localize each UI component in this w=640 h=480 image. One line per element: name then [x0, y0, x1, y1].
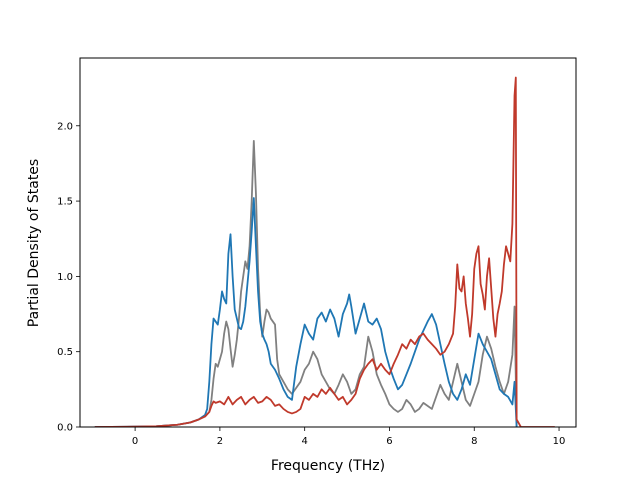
y-tick-label: 0.5	[57, 347, 73, 358]
y-tick-label: 1.5	[57, 197, 73, 208]
y-tick-label: 2.0	[57, 121, 73, 132]
x-axis-ticks: 0 2 4 6 8 10	[132, 427, 565, 447]
series-line-3	[94, 76, 555, 427]
plot-area	[80, 58, 576, 427]
series-line-1	[94, 139, 518, 427]
x-tick-label: 0	[132, 436, 138, 447]
series-layer	[94, 76, 555, 427]
x-tick-label: 2	[217, 436, 223, 447]
plot-frame	[79, 57, 577, 428]
x-tick-label: 6	[386, 436, 392, 447]
x-tick-label: 10	[553, 436, 566, 447]
series-line-2	[94, 197, 518, 427]
x-axis-label: Frequency (THz)	[271, 458, 385, 474]
x-tick-label: 4	[301, 436, 307, 447]
y-tick-label: 0.0	[57, 423, 73, 434]
y-axis-label: Partial Density of States	[26, 159, 42, 327]
y-tick-label: 1.0	[57, 272, 73, 283]
y-axis-ticks: 0.0 0.5 1.0 1.5 2.0	[57, 121, 80, 434]
x-tick-label: 8	[471, 436, 477, 447]
